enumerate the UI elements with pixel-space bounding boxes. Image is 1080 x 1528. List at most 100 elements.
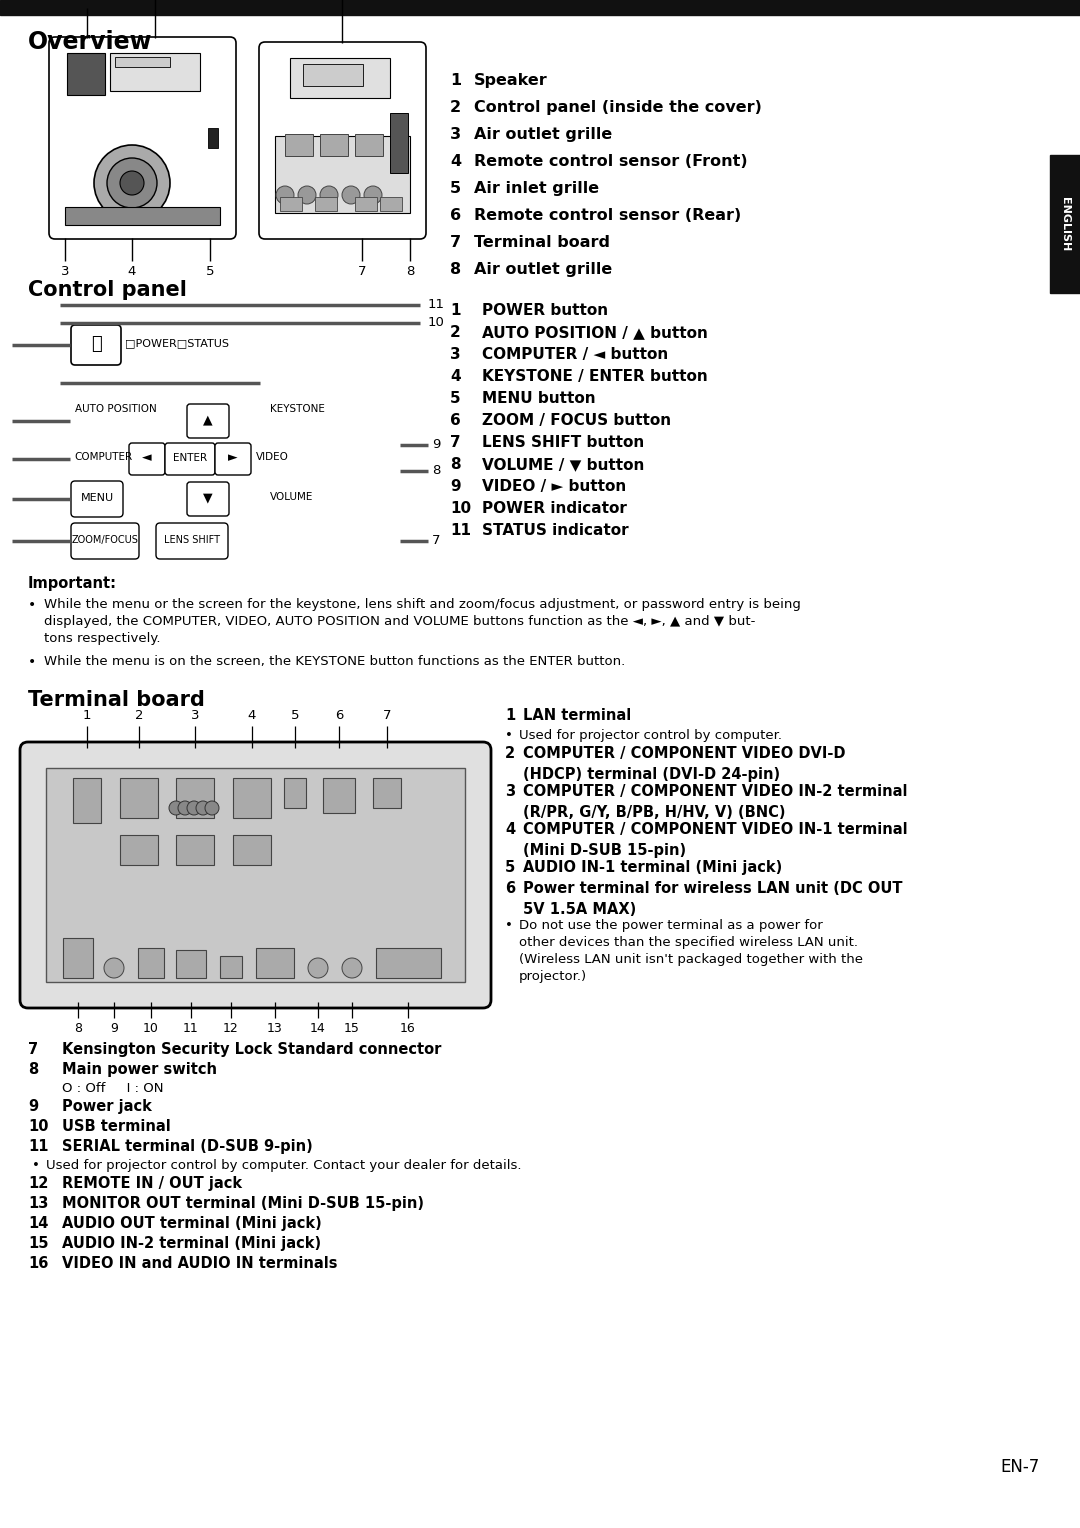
Text: 11: 11 [28,1138,49,1154]
Text: VIDEO / ► button: VIDEO / ► button [482,478,626,494]
Text: POWER button: POWER button [482,303,608,318]
Text: (HDCP) terminal (DVI-D 24-pin): (HDCP) terminal (DVI-D 24-pin) [523,767,780,782]
Text: Terminal board: Terminal board [28,691,205,711]
Text: 15: 15 [345,1022,360,1034]
FancyBboxPatch shape [259,41,426,238]
Circle shape [364,186,382,205]
Text: 12: 12 [224,1022,239,1034]
Text: 12: 12 [28,1177,49,1190]
Bar [373,778,401,808]
Text: 5V 1.5A MAX): 5V 1.5A MAX) [523,902,636,917]
Bar [63,938,93,978]
Text: 8: 8 [406,264,415,278]
Text: 10: 10 [143,1022,159,1034]
Text: 15: 15 [28,1236,49,1251]
Bar [285,134,313,156]
Bar [114,57,170,67]
Text: (Wireless LAN unit isn't packaged together with the: (Wireless LAN unit isn't packaged togeth… [519,953,863,966]
Text: 5: 5 [450,391,461,406]
Text: •: • [28,597,37,613]
FancyBboxPatch shape [165,443,215,475]
Text: 3: 3 [191,709,199,723]
Text: 10: 10 [450,501,471,516]
Text: AUTO POSITION: AUTO POSITION [75,403,157,414]
Text: 6: 6 [505,882,515,895]
Text: ▼: ▼ [203,492,213,504]
Bar [1050,154,1080,293]
Text: 3: 3 [450,347,461,362]
Text: While the menu or the screen for the keystone, lens shift and zoom/focus adjustm: While the menu or the screen for the key… [44,597,801,611]
Text: •: • [505,729,513,743]
Text: Air outlet grille: Air outlet grille [474,127,612,142]
Circle shape [178,801,192,814]
Text: ►: ► [228,451,238,465]
Text: AUDIO IN-2 terminal (Mini jack): AUDIO IN-2 terminal (Mini jack) [62,1236,321,1251]
Text: 3: 3 [505,784,515,799]
Text: Control panel: Control panel [28,280,187,299]
Text: tons respectively.: tons respectively. [44,633,161,645]
Text: EN-7: EN-7 [1001,1458,1040,1476]
Text: Used for projector control by computer.: Used for projector control by computer. [519,729,782,743]
Text: MENU button: MENU button [482,391,596,406]
Text: Kensington Security Lock Standard connector: Kensington Security Lock Standard connec… [62,1042,442,1057]
Text: 6: 6 [450,413,461,428]
Text: 8: 8 [28,1062,38,1077]
Circle shape [94,145,170,222]
Text: 5: 5 [450,180,461,196]
Bar [0,0,1080,15]
Text: 7: 7 [28,1042,38,1057]
Text: AUDIO OUT terminal (Mini jack): AUDIO OUT terminal (Mini jack) [62,1216,322,1232]
Text: Air outlet grille: Air outlet grille [474,261,612,277]
Text: 11: 11 [184,1022,199,1034]
Text: ▲: ▲ [203,414,213,426]
Circle shape [107,157,157,208]
Circle shape [276,186,294,205]
Text: 11: 11 [450,523,471,538]
Text: 14: 14 [28,1216,49,1232]
Text: 14: 14 [310,1022,326,1034]
Bar [284,778,306,808]
Text: Speaker: Speaker [474,73,548,89]
Text: Remote control sensor (Rear): Remote control sensor (Rear) [474,208,741,223]
Bar [303,64,363,86]
Text: 4: 4 [450,368,461,384]
Bar [291,58,390,98]
Text: ⏻: ⏻ [91,335,102,353]
Text: 13: 13 [267,1022,283,1034]
Text: REMOTE IN / OUT jack: REMOTE IN / OUT jack [62,1177,242,1190]
FancyBboxPatch shape [215,443,251,475]
FancyBboxPatch shape [21,743,491,1008]
Text: 10: 10 [28,1118,49,1134]
Text: While the menu is on the screen, the KEYSTONE button functions as the ENTER butt: While the menu is on the screen, the KEY… [44,656,625,668]
FancyBboxPatch shape [129,443,165,475]
Text: VIDEO IN and AUDIO IN terminals: VIDEO IN and AUDIO IN terminals [62,1256,337,1271]
Circle shape [320,186,338,205]
Text: projector.): projector.) [519,970,588,983]
Text: □POWER□STATUS: □POWER□STATUS [125,338,229,348]
Text: AUDIO IN-1 terminal (Mini jack): AUDIO IN-1 terminal (Mini jack) [523,860,782,876]
Bar [208,128,218,148]
Text: COMPUTER / COMPONENT VIDEO IN-1 terminal: COMPUTER / COMPONENT VIDEO IN-1 terminal [523,822,907,837]
Text: MENU: MENU [80,494,113,503]
Text: LAN terminal: LAN terminal [523,707,631,723]
Text: 3: 3 [450,127,461,142]
Text: COMPUTER / COMPONENT VIDEO DVI-D: COMPUTER / COMPONENT VIDEO DVI-D [523,746,846,761]
Bar [110,53,200,92]
Text: Main power switch: Main power switch [62,1062,217,1077]
Text: Overview: Overview [28,31,152,53]
Circle shape [120,171,144,196]
Text: 1: 1 [505,707,515,723]
Text: Power jack: Power jack [62,1099,152,1114]
Bar [176,950,206,978]
Text: O : Off     I : ON: O : Off I : ON [62,1082,163,1096]
Text: 9: 9 [28,1099,38,1114]
Text: Power terminal for wireless LAN unit (DC OUT: Power terminal for wireless LAN unit (DC… [523,882,903,895]
Text: 4: 4 [450,154,461,170]
Text: ENTER: ENTER [173,452,207,463]
FancyBboxPatch shape [71,325,121,365]
Text: ◄: ◄ [143,451,152,465]
FancyBboxPatch shape [71,481,123,516]
Text: 4: 4 [127,264,136,278]
Text: Do not use the power terminal as a power for: Do not use the power terminal as a power… [519,918,823,932]
Circle shape [342,186,360,205]
